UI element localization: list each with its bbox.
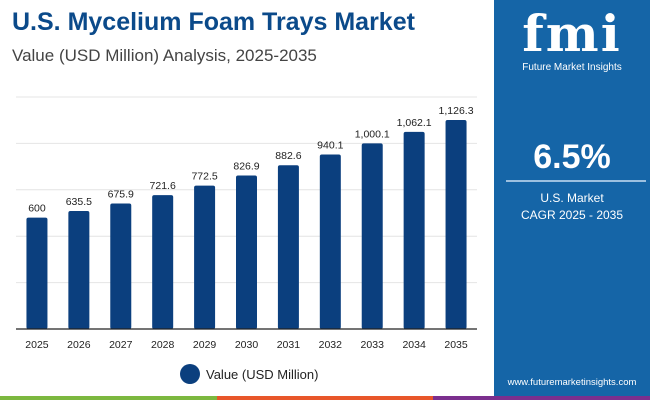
cagr-value: 6.5% [533,138,611,176]
x-tick-2035: 2035 [444,339,468,351]
bar-2028 [152,195,174,329]
data-label-2026: 635.5 [66,196,92,208]
x-tick-2030: 2030 [235,339,259,351]
data-label-2033: 1,000.1 [355,128,390,140]
x-tick-2029: 2029 [193,339,217,351]
data-label-2025: 600 [28,203,46,215]
data-label-2032: 940.1 [317,140,343,152]
bar-2031 [277,165,299,329]
data-label-2029: 772.5 [191,171,217,183]
stripe-purple [433,396,650,400]
bottom-stripe [0,396,650,400]
x-tick-2031: 2031 [277,339,301,351]
chart-title: U.S. Mycelium Foam Trays Market [12,8,415,36]
x-tick-2026: 2026 [67,339,91,351]
data-label-2035: 1,126.3 [439,105,474,117]
data-label-2027: 675.9 [108,189,134,201]
side-panel: fmi Future Market Insights 6.5% U.S. Mar… [494,0,650,396]
legend-label: Value (USD Million) [206,366,319,382]
bar-2025 [26,217,48,329]
bar-2035 [445,119,467,330]
x-tick-2025: 2025 [25,339,49,351]
market-line-1: U.S. Market [540,191,604,205]
bar-chart: 600 2025 635.5 2026 675.9 2027 721.6 2028 772.5 2… [16,96,477,351]
x-tick-2032: 2032 [319,339,343,351]
data-label-2028: 721.6 [150,180,176,192]
divider [506,180,646,182]
cagr-label: U.S. Market CAGR 2025 - 2035 [494,190,650,224]
bar-2029 [194,185,216,329]
bar-2027 [110,203,132,329]
bar-2030 [236,175,257,329]
logo-name: Future Market Insights [522,62,622,73]
legend-swatch [180,364,200,384]
bar-2026 [68,211,90,329]
data-label-2030: 826.9 [233,161,259,173]
legend: Value (USD Million) [180,364,318,384]
x-tick-2028: 2028 [151,339,175,351]
fmi-logo: fmi Future Market Insights [494,4,650,74]
x-tick-2034: 2034 [402,339,426,351]
bar-2032 [319,154,341,329]
data-label-2034: 1,062.1 [397,117,432,129]
stripe-orange [216,396,434,400]
bar-2034 [403,131,425,329]
x-tick-2033: 2033 [361,339,385,351]
chart-subtitle: Value (USD Million) Analysis, 2025-2035 [12,46,317,65]
website-link[interactable]: www.futuremarketinsights.com [507,377,637,388]
bar-2033 [361,143,383,329]
market-line-2: CAGR 2025 - 2035 [520,208,624,222]
stripe-green [0,396,217,400]
data-label-2031: 882.6 [275,150,301,162]
x-tick-2027: 2027 [109,339,133,351]
logo-mark: fmi [522,4,622,63]
